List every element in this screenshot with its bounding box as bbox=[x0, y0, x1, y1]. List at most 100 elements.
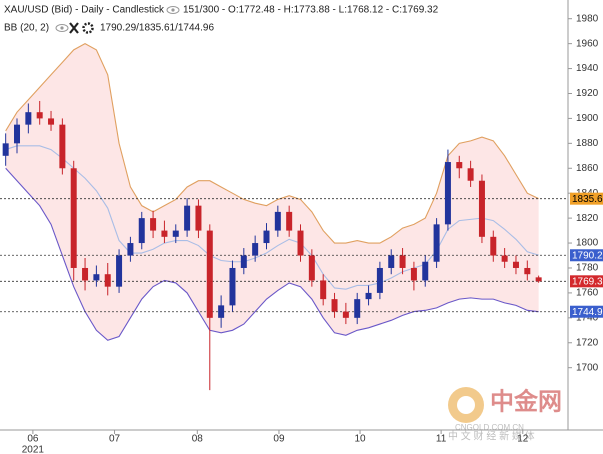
watermark: 中金网 CNGOLD.COM.CN 中 文 财 经 新 媒 体 bbox=[448, 387, 562, 443]
price-tag-label: 1769.3 bbox=[572, 276, 603, 287]
candle-body bbox=[535, 277, 542, 282]
x-tick-label: 12 bbox=[517, 434, 529, 445]
price-tag-label: 1835.6 bbox=[572, 194, 603, 205]
band-middle bbox=[5, 145, 539, 290]
candle-body bbox=[354, 299, 361, 318]
candle-body bbox=[206, 230, 213, 318]
candle-body bbox=[524, 267, 531, 275]
candle-body bbox=[501, 255, 508, 262]
candle-body bbox=[116, 255, 123, 287]
candle-body bbox=[218, 305, 225, 318]
price-tag-label: 1744.9 bbox=[572, 307, 603, 318]
y-tick-label: 1760 bbox=[576, 288, 599, 299]
x-tick-label: 06 bbox=[27, 434, 39, 445]
candle-body bbox=[467, 168, 474, 181]
y-tick-label: 1920 bbox=[576, 88, 599, 99]
y-tick-label: 1800 bbox=[576, 238, 599, 249]
candle-body bbox=[36, 112, 43, 119]
candle-body bbox=[308, 255, 315, 281]
candle-body bbox=[376, 267, 383, 293]
y-tick-label: 1780 bbox=[576, 263, 599, 274]
candle-body bbox=[82, 267, 89, 281]
candle-body bbox=[410, 267, 417, 281]
candle-body bbox=[70, 168, 77, 268]
candle-body bbox=[297, 230, 304, 256]
eye-pupil bbox=[171, 8, 175, 12]
y-tick-label: 1860 bbox=[576, 163, 599, 174]
settings-icon[interactable] bbox=[82, 22, 94, 34]
y-tick-label: 1880 bbox=[576, 138, 599, 149]
candle-body bbox=[388, 255, 395, 268]
eye-icon[interactable] bbox=[166, 6, 180, 14]
plot-area bbox=[0, 43, 568, 391]
y-tick-label: 1900 bbox=[576, 113, 599, 124]
candle-body bbox=[127, 243, 134, 256]
candle-body bbox=[240, 255, 247, 268]
year-label: 2021 bbox=[22, 445, 45, 454]
watermark-slogan: 中 文 财 经 新 媒 体 bbox=[448, 430, 535, 443]
candle-body bbox=[195, 205, 202, 231]
price-tag bbox=[570, 275, 603, 288]
candle-body bbox=[138, 218, 145, 244]
candle-body bbox=[342, 311, 349, 318]
x-tick-label: 08 bbox=[192, 434, 204, 445]
candle-body bbox=[93, 274, 100, 281]
candle-body bbox=[444, 162, 451, 225]
candle-body bbox=[184, 205, 191, 231]
candle-body bbox=[320, 280, 327, 300]
price-tag-label: 1790.2 bbox=[572, 250, 603, 261]
candle-body bbox=[456, 162, 463, 169]
price-tag bbox=[570, 249, 603, 262]
x-tick-label: 09 bbox=[273, 434, 285, 445]
y-tick-label: 1820 bbox=[576, 213, 599, 224]
x-tick-label: 10 bbox=[354, 434, 366, 445]
candle-body bbox=[161, 230, 168, 237]
chart-title: XAU/USD (Bid) - Daily - Candlestick bbox=[4, 5, 165, 16]
price-tag bbox=[570, 192, 603, 205]
candle-body bbox=[433, 224, 440, 262]
y-tick-label: 1980 bbox=[576, 13, 599, 24]
band-lower bbox=[5, 167, 539, 341]
ohlc-info: 151/300 - O:1772.48 - H:1773.88 - L:1768… bbox=[183, 5, 439, 16]
indicator-icons bbox=[55, 22, 94, 34]
watermark-name: 中金网 bbox=[490, 387, 562, 415]
eye-icon[interactable] bbox=[55, 24, 69, 32]
candle-body bbox=[172, 230, 179, 237]
y-tick-label: 1940 bbox=[576, 63, 599, 74]
candle-body bbox=[104, 274, 111, 287]
candle-body bbox=[478, 180, 485, 237]
candle-body bbox=[286, 211, 293, 231]
candle-body bbox=[512, 261, 519, 268]
y-tick-label: 1740 bbox=[576, 312, 599, 323]
eye-pupil bbox=[60, 26, 64, 30]
candle-body bbox=[14, 124, 21, 144]
candle-body bbox=[399, 255, 406, 268]
y-tick-label: 1720 bbox=[576, 337, 599, 348]
y-tick-label: 1960 bbox=[576, 38, 599, 49]
watermark-logo-inner bbox=[457, 396, 475, 414]
candle-body bbox=[331, 299, 338, 312]
y-tick-label: 1700 bbox=[576, 362, 599, 373]
x-tick-label: 07 bbox=[109, 434, 121, 445]
candle-body bbox=[365, 292, 372, 300]
candle-body bbox=[274, 211, 281, 231]
watermark-site: CNGOLD.COM.CN bbox=[455, 423, 524, 432]
candle-body bbox=[229, 267, 236, 306]
candle-body bbox=[48, 118, 55, 125]
candle-body bbox=[490, 236, 497, 256]
x-tick-label: 11 bbox=[436, 434, 447, 445]
candle-body bbox=[263, 230, 270, 244]
candle-body bbox=[422, 261, 429, 281]
candle-body bbox=[59, 124, 66, 169]
indicator-name: BB (20, 2) bbox=[4, 23, 49, 34]
indicator-values: 1790.29/1835.61/1744.96 bbox=[100, 23, 214, 34]
candle-body bbox=[2, 143, 9, 156]
candle-body bbox=[150, 218, 157, 231]
toolbar-icons bbox=[166, 6, 180, 14]
candle-body bbox=[25, 112, 32, 125]
close-icon[interactable] bbox=[69, 22, 79, 34]
price-tag bbox=[570, 305, 603, 318]
candle-body bbox=[252, 243, 259, 256]
band-upper bbox=[5, 43, 539, 244]
